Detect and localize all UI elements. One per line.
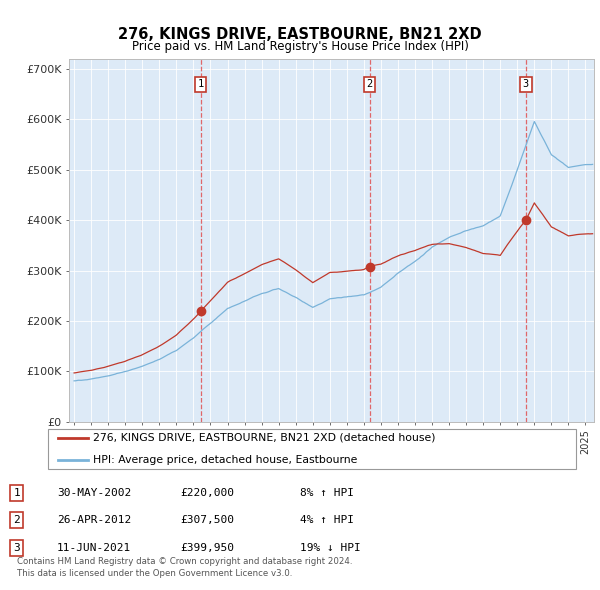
Text: 1: 1 (13, 488, 20, 497)
Text: 276, KINGS DRIVE, EASTBOURNE, BN21 2XD (detached house): 276, KINGS DRIVE, EASTBOURNE, BN21 2XD (… (93, 432, 436, 442)
Text: 11-JUN-2021: 11-JUN-2021 (57, 543, 131, 553)
Text: 276, KINGS DRIVE, EASTBOURNE, BN21 2XD: 276, KINGS DRIVE, EASTBOURNE, BN21 2XD (118, 27, 482, 42)
Text: 3: 3 (523, 79, 529, 89)
Text: 1: 1 (197, 79, 203, 89)
Text: 30-MAY-2002: 30-MAY-2002 (57, 488, 131, 497)
Text: £220,000: £220,000 (180, 488, 234, 497)
FancyBboxPatch shape (48, 429, 576, 469)
Text: 4% ↑ HPI: 4% ↑ HPI (300, 516, 354, 525)
Text: 8% ↑ HPI: 8% ↑ HPI (300, 488, 354, 497)
Text: £399,950: £399,950 (180, 543, 234, 553)
Text: Contains HM Land Registry data © Crown copyright and database right 2024.
This d: Contains HM Land Registry data © Crown c… (17, 558, 352, 578)
Text: 19% ↓ HPI: 19% ↓ HPI (300, 543, 361, 553)
Text: Price paid vs. HM Land Registry's House Price Index (HPI): Price paid vs. HM Land Registry's House … (131, 40, 469, 53)
Text: 2: 2 (13, 516, 20, 525)
Text: 3: 3 (13, 543, 20, 553)
Text: HPI: Average price, detached house, Eastbourne: HPI: Average price, detached house, East… (93, 455, 357, 466)
Text: £307,500: £307,500 (180, 516, 234, 525)
Text: 26-APR-2012: 26-APR-2012 (57, 516, 131, 525)
Text: 2: 2 (367, 79, 373, 89)
